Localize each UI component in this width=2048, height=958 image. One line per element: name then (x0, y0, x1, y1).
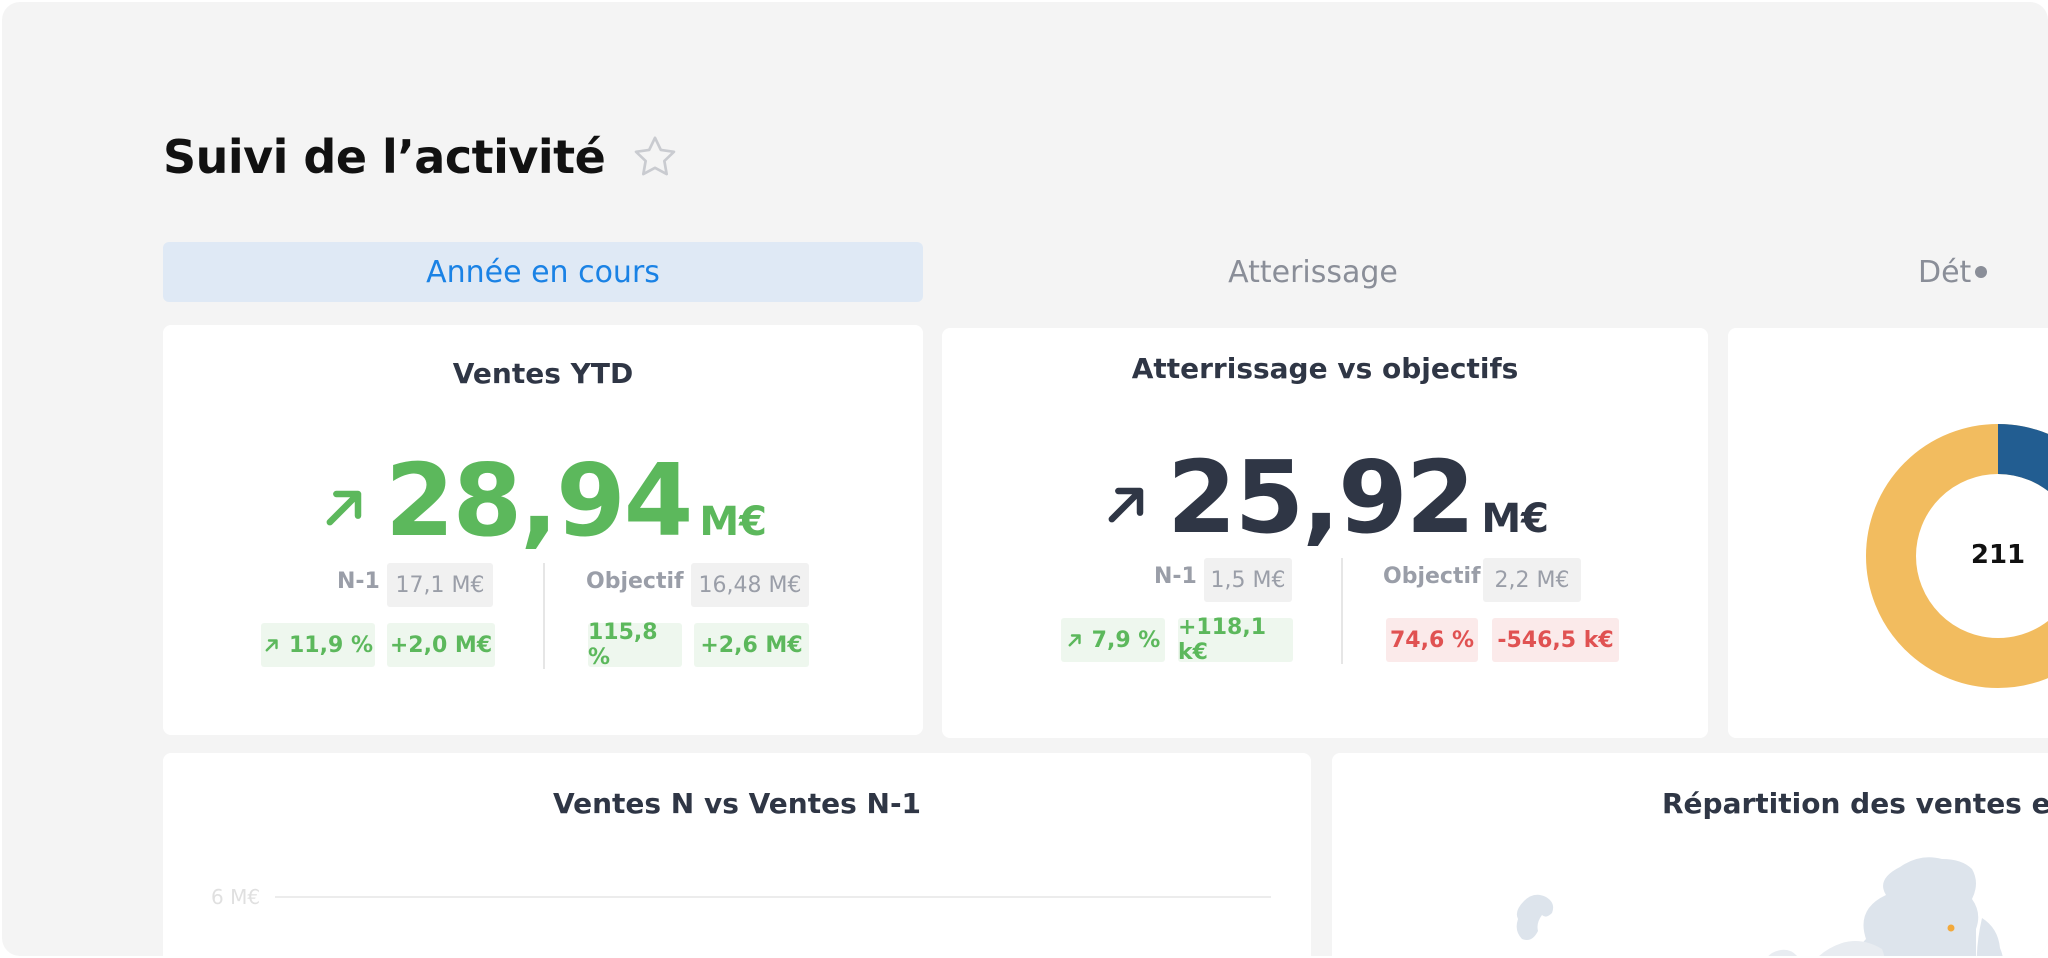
map-illustration (1516, 857, 2003, 956)
target-pct-chip: 115,8 % (588, 620, 682, 670)
header: Suivi de l’activité (163, 130, 681, 184)
favorite-star-icon[interactable] (629, 131, 681, 183)
kpi-main-value: 25,92 M€ (942, 438, 1708, 548)
kpi-unit: M€ (699, 499, 767, 545)
kpi-main-value: 28,94 M€ (163, 441, 923, 551)
trend-up-icon (1068, 634, 1081, 647)
trend-up-icon (265, 639, 278, 652)
n1-value-chip: 1,5 M€ (1204, 558, 1292, 602)
trend-up-icon (326, 490, 362, 526)
n1-label: N-1 (1154, 564, 1197, 589)
kpi-value: 28,94 (385, 442, 693, 559)
tab-detail[interactable]: Dét (1903, 242, 2048, 302)
kpi-value: 25,92 (1167, 439, 1475, 556)
card-title: Répartition des ventes et d (1662, 787, 2048, 820)
tab-label: Année en cours (426, 254, 660, 290)
n1-pct-chip: 11,9 % (261, 623, 375, 667)
target-label: Objectif (586, 569, 684, 594)
donut-segment-blue (1998, 424, 2048, 492)
target-label: Objectif (1383, 564, 1481, 589)
map-marker (1947, 924, 1955, 932)
n1-delta-chip: +2,0 M€ (387, 623, 495, 667)
map-region (1819, 941, 1885, 956)
map-region (1768, 949, 1798, 956)
n1-pct-chip: 7,9 % (1061, 618, 1165, 662)
page-title: Suivi de l’activité (163, 130, 606, 184)
donut-center-value: 211 (1970, 540, 2026, 570)
map-region (1976, 918, 2003, 956)
target-value-chip: 2,2 M€ (1483, 558, 1581, 602)
sales-comparison-card: Ventes N vs Ventes N-1 6 M€ (163, 753, 1311, 956)
tab-annee-en-cours[interactable]: Année en cours (163, 242, 923, 302)
donut-chart (1866, 424, 2048, 688)
map-region (1855, 857, 1979, 956)
donut-card: 211 (1728, 328, 2048, 738)
tab-label: Atterissage (1228, 254, 1398, 290)
card-title: Atterrissage vs objectifs (1131, 352, 1519, 385)
kpi-card-sales: Ventes YTD 28,94 M€ N-1 17,1 M€ Objectif… (163, 325, 923, 735)
n1-label: N-1 (337, 569, 380, 594)
chip-text: 7,9 % (1091, 627, 1161, 653)
chip-text: 11,9 % (289, 632, 373, 658)
map-card: Répartition des ventes et d (1332, 753, 2048, 956)
y-axis-tick-label: 6 M€ (211, 885, 261, 909)
target-value-chip: 16,48 M€ (691, 563, 809, 607)
divider (1341, 558, 1343, 664)
target-delta-chip: +2,6 M€ (694, 623, 809, 667)
card-title: Ventes N vs Ventes N-1 (552, 787, 922, 820)
tab-bar: Année en cours Atterissage Dét (163, 242, 2048, 302)
more-dot-icon (1975, 266, 1988, 278)
divider (543, 563, 545, 669)
n1-value-chip: 17,1 M€ (387, 563, 493, 607)
n1-delta-chip: +118,1 k€ (1178, 615, 1293, 665)
trend-up-icon (1108, 487, 1144, 523)
target-pct-chip: 74,6 % (1386, 618, 1478, 662)
kpi-unit: M€ (1481, 496, 1549, 542)
tab-label: Dét (1918, 254, 1972, 290)
kpi-card-landing: Atterrissage vs objectifs 25,92 M€ N-1 1… (942, 328, 1708, 738)
gridline (275, 896, 1271, 898)
card-title: Ventes YTD (452, 357, 634, 390)
map-region (1516, 894, 1554, 940)
tab-atterissage[interactable]: Atterissage (1033, 242, 1593, 302)
target-delta-chip: -546,5 k€ (1492, 618, 1619, 662)
